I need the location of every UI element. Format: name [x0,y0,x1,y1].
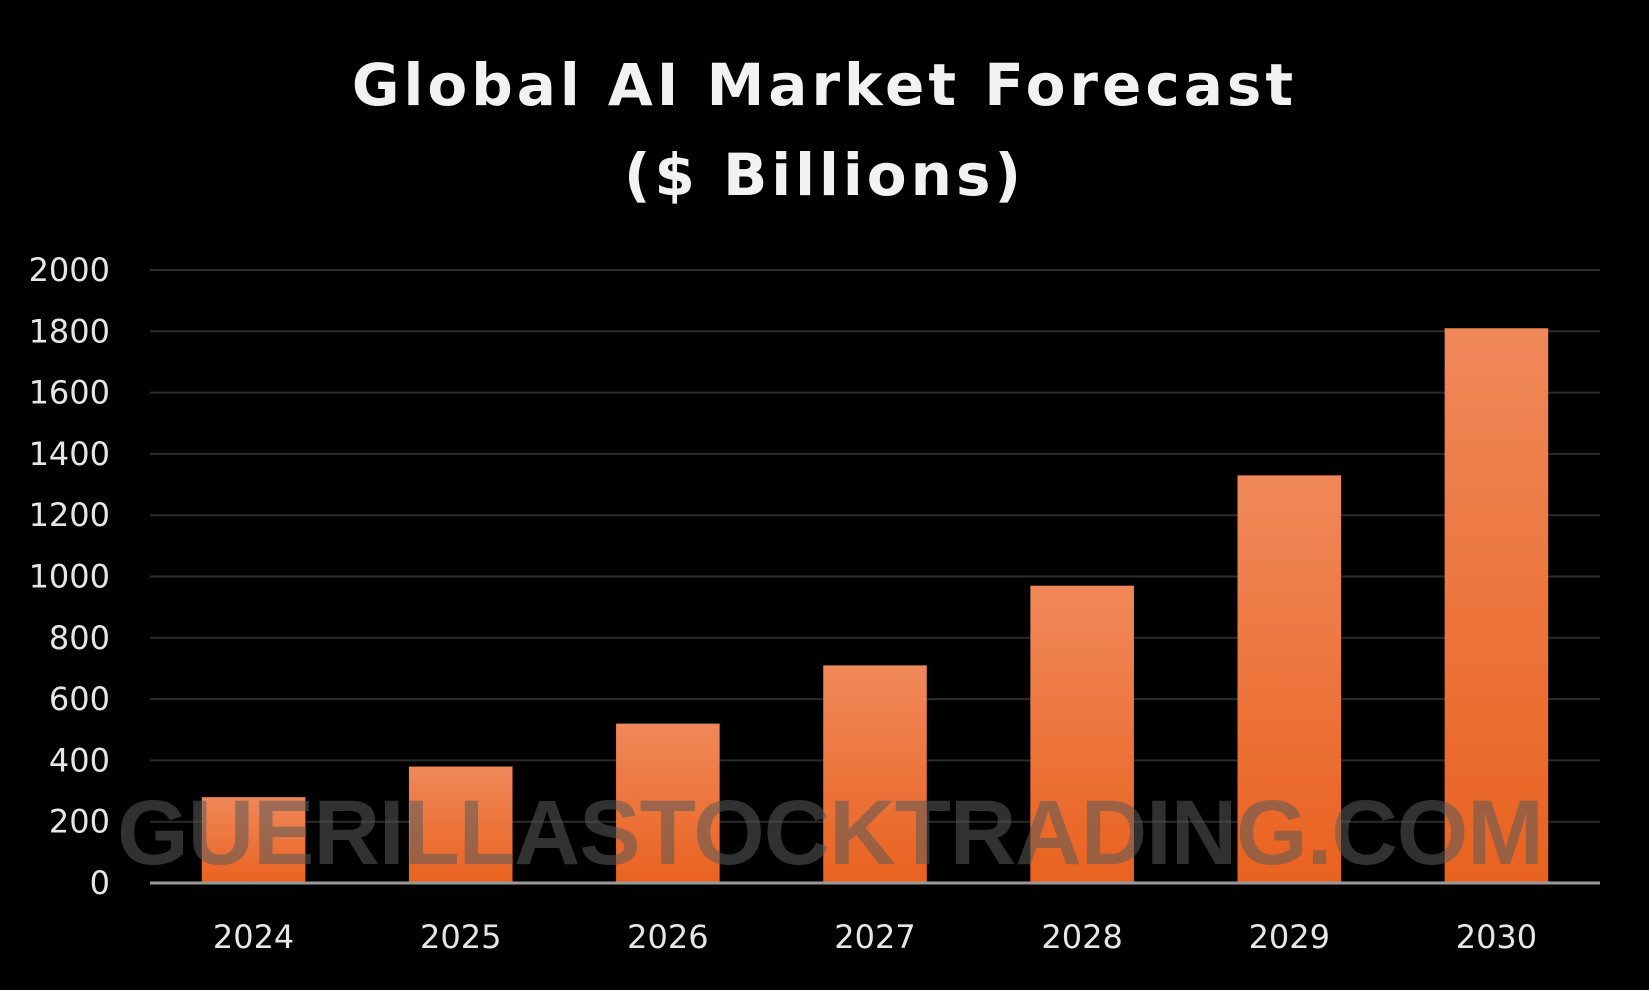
x-tick-label: 2030 [1456,918,1537,956]
y-tick-label: 0 [90,864,110,902]
y-tick-label: 200 [49,803,110,841]
x-tick-label: 2029 [1249,918,1330,956]
y-tick-label: 2000 [29,251,110,289]
y-tick-label: 600 [49,680,110,718]
bar-2030 [1444,328,1549,883]
bar-2027 [823,665,927,883]
y-tick-label: 800 [49,619,110,657]
x-tick-label: 2027 [834,918,915,956]
y-tick-label: 1400 [29,435,110,473]
chart-title-line2: ($ Billions) [624,141,1025,209]
x-axis: 2024 2025 2026 2027 2028 2029 2030 [150,881,1600,956]
y-tick-label: 1200 [29,496,110,534]
bar-2028 [1030,585,1134,883]
bar-2029 [1237,475,1342,883]
chart-title: Global AI Market Forecast ($ Billions) [0,40,1649,220]
bars [201,328,1549,883]
x-tick-label: 2024 [213,918,294,956]
bar-2024 [201,797,306,883]
bar-2025 [408,766,513,883]
x-tick-label: 2026 [627,918,708,956]
x-tick-label: 2028 [1041,918,1122,956]
chart-title-line1: Global AI Market Forecast [351,51,1298,119]
y-tick-label: 1600 [29,374,110,412]
y-tick-label: 1000 [29,558,110,596]
y-tick-label: 1800 [29,312,110,350]
x-tick-label: 2025 [420,918,501,956]
y-tick-label: 400 [49,741,110,779]
y-axis: 0 200 400 600 800 1000 1200 1400 1600 1800 2000 [29,251,110,902]
bar-2026 [616,723,720,883]
